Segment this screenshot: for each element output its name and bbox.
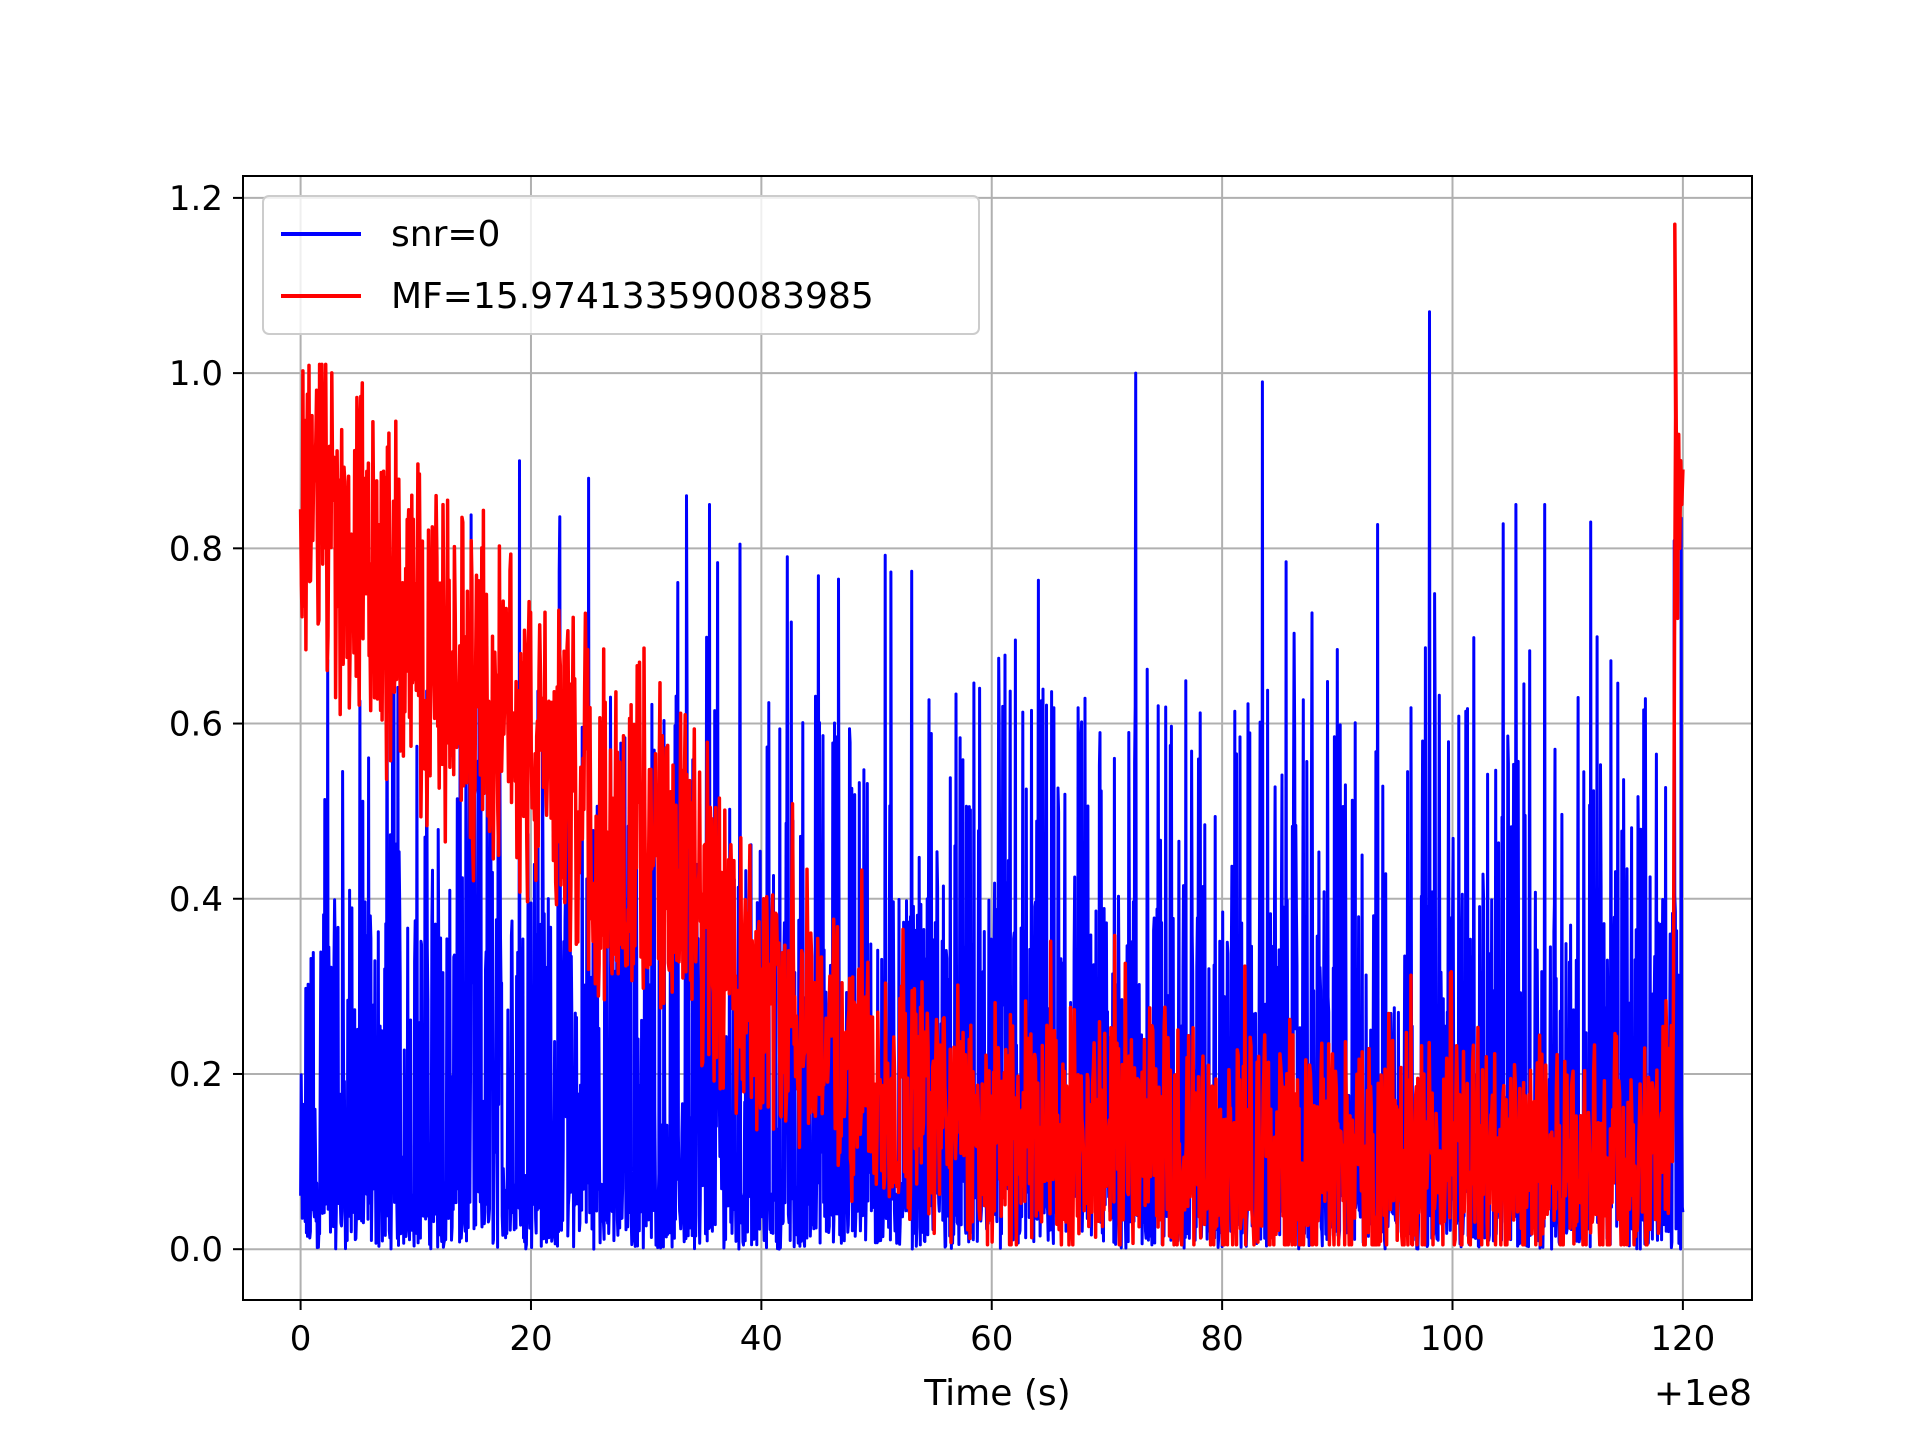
legend-label-snr: snr=0 <box>391 214 500 255</box>
y-tick-label: 0.2 <box>169 1055 223 1095</box>
x-tick-label: 0 <box>290 1319 312 1359</box>
x-offset-label: +1e8 <box>1654 1373 1752 1414</box>
x-tick-label: 120 <box>1650 1319 1715 1359</box>
axis-ticks: 0 20 40 60 80 100 120 0.0 0.2 0.4 0.6 0.8 1.0 1.2 <box>169 179 1715 1359</box>
x-tick-label: 60 <box>970 1319 1013 1359</box>
y-tick-label: 0.0 <box>169 1230 223 1270</box>
series-line-snr <box>299 310 1685 1251</box>
y-tick-label: 0.6 <box>169 705 223 745</box>
y-tick-label: 1.2 <box>169 179 223 219</box>
y-tick-label: 0.4 <box>169 880 223 920</box>
axes-frame <box>242 175 1753 1301</box>
legend-box <box>262 195 980 335</box>
x-tick-label: 100 <box>1420 1319 1485 1359</box>
x-axis-label: Time (s) <box>923 1373 1070 1414</box>
plot-area <box>298 222 1685 1251</box>
y-tick-label: 1.0 <box>169 354 223 394</box>
legend: snr=0 MF=15.974133590083985 <box>262 195 980 335</box>
legend-label-mf: MF=15.974133590083985 <box>391 276 874 317</box>
x-tick-label: 20 <box>509 1319 552 1359</box>
series-line-mf <box>298 222 1685 1247</box>
x-tick-label: 40 <box>740 1319 783 1359</box>
y-tick-label: 0.8 <box>169 529 223 569</box>
x-tick-label: 80 <box>1200 1319 1243 1359</box>
